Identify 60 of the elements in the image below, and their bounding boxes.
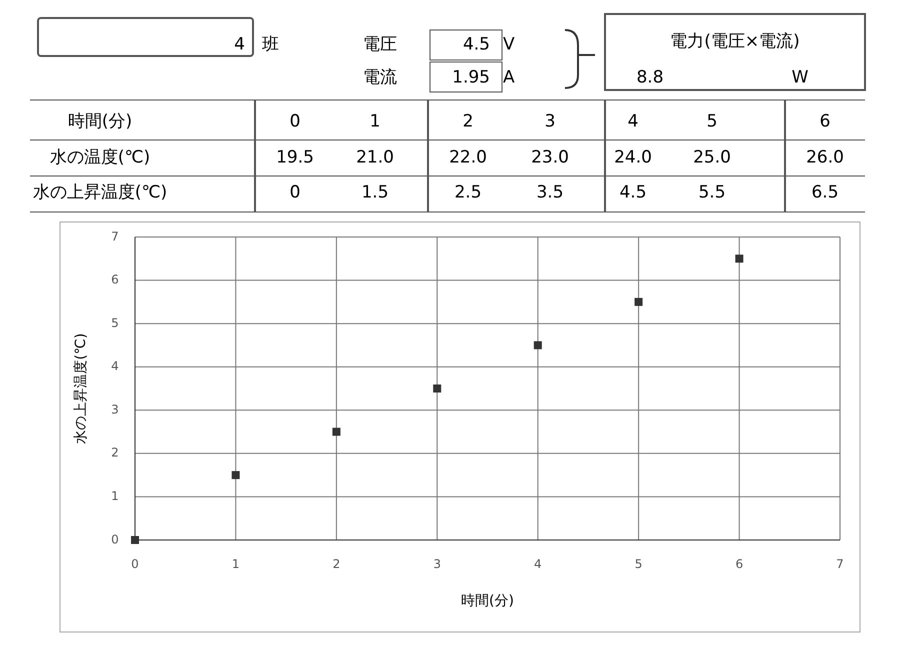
y-axis-title: 水の上昇温度(℃) <box>73 333 89 444</box>
point <box>131 536 139 544</box>
text: 4 <box>628 112 638 132</box>
y-tick-label: 0 <box>111 532 119 546</box>
text: 23.0 <box>531 148 569 168</box>
text: 25.0 <box>693 148 731 168</box>
y-tick-label: 6 <box>111 272 119 287</box>
point <box>735 254 744 263</box>
text: 班 <box>262 34 279 55</box>
point <box>634 298 643 306</box>
text: 4.5 <box>462 34 490 55</box>
text: 21.0 <box>356 148 394 168</box>
text: 3 <box>544 112 556 132</box>
text: 2 <box>462 112 474 132</box>
text: 0 <box>290 182 300 203</box>
text: W <box>792 68 809 88</box>
x-axis-title: 時間(分) <box>461 593 514 609</box>
y-tick-label: 2 <box>111 446 119 460</box>
y-tick-label: 1 <box>111 488 119 503</box>
x-tick-label: 4 <box>534 557 542 571</box>
x-tick-label: 2 <box>332 557 340 571</box>
x-tick-label: 0 <box>131 557 139 571</box>
text: 19.5 <box>276 148 314 168</box>
x-tick-label: 5 <box>634 557 642 571</box>
text: 時間(分) <box>68 112 132 132</box>
text: 6.5 <box>811 182 839 203</box>
text: 1.5 <box>361 182 389 203</box>
point <box>534 341 542 350</box>
x-tick-label: 3 <box>433 557 441 571</box>
point <box>433 384 442 392</box>
text: 水の上昇温度(℃) <box>32 182 168 203</box>
text: 26.0 <box>806 148 844 168</box>
text: 24.0 <box>614 148 652 168</box>
text: 3.5 <box>536 182 564 203</box>
y-tick-label: 5 <box>111 316 119 330</box>
text: 電圧 <box>363 34 397 55</box>
point <box>232 471 240 480</box>
y-tick-label: 4 <box>111 359 119 374</box>
y-tick-label: 3 <box>111 402 119 416</box>
text: 5.5 <box>698 182 726 203</box>
text: A <box>503 68 515 88</box>
x-tick-label: 1 <box>232 557 240 571</box>
text: 22.0 <box>449 148 487 168</box>
text: 2.5 <box>454 182 482 203</box>
x-tick-label: 6 <box>735 557 744 571</box>
text: 6 <box>820 112 830 132</box>
text: 8.8 <box>636 68 664 88</box>
text: 電力(電圧×電流) <box>670 32 800 52</box>
text: 4.5 <box>619 182 647 203</box>
text: 1 <box>370 112 380 132</box>
text: 1.95 <box>452 68 490 88</box>
text: V <box>503 34 515 55</box>
point <box>332 428 340 436</box>
y-tick-label: 7 <box>111 229 119 244</box>
text: 4 <box>234 34 245 55</box>
text: 0 <box>290 112 300 132</box>
text: 5 <box>706 112 718 132</box>
text: 水の温度(℃) <box>50 148 150 168</box>
text: 電流 <box>363 68 397 88</box>
x-tick-label: 7 <box>836 557 844 571</box>
